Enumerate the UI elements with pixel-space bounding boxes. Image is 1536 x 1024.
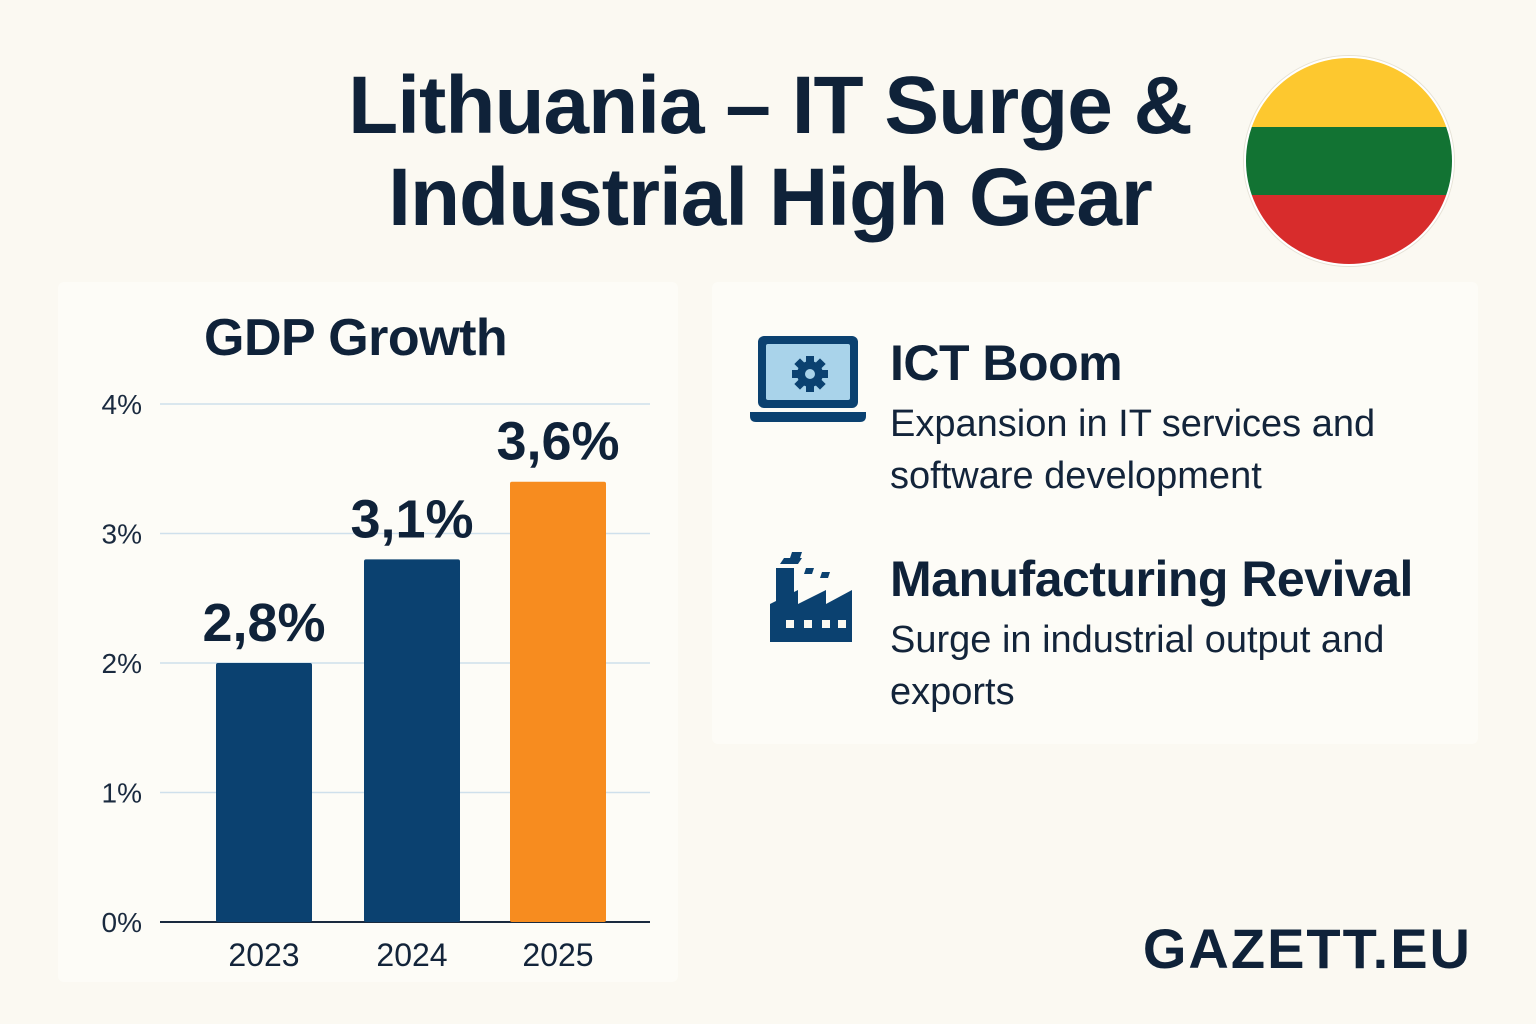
y-tick-label: 3% (102, 519, 142, 550)
lithuania-flag-icon (1244, 56, 1454, 266)
chart-title: GDP Growth (204, 309, 508, 367)
y-tick-label: 2% (102, 648, 142, 679)
data-label: 3,6% (496, 412, 619, 472)
feature-description: Expansion in IT services and software de… (890, 403, 1376, 497)
flag-stripe-green (1246, 126, 1452, 196)
data-label: 3,1% (350, 489, 473, 549)
x-tick-label: 2024 (376, 937, 447, 973)
bar-2023 (216, 663, 312, 922)
y-tick-label: 0% (102, 907, 142, 938)
feature-description: Surge in industrial output and exports (890, 619, 1385, 713)
y-tick-label: 4% (102, 389, 142, 420)
bar-2024 (364, 559, 460, 922)
data-label: 2,8% (202, 593, 325, 653)
x-tick-label: 2023 (228, 937, 299, 973)
page-title: Lithuania – IT Surge & Industrial High G… (348, 60, 1193, 243)
x-tick-label: 2025 (522, 937, 593, 973)
brand-logo: GAZETT.EU (1142, 917, 1472, 980)
y-tick-label: 1% (102, 778, 142, 809)
feature-title: ICT Boom (890, 335, 1123, 391)
bar-2025 (510, 481, 606, 922)
factory-icon (770, 552, 852, 642)
feature-title: Manufacturing Revival (890, 551, 1413, 607)
laptop-gear-icon (750, 336, 866, 422)
